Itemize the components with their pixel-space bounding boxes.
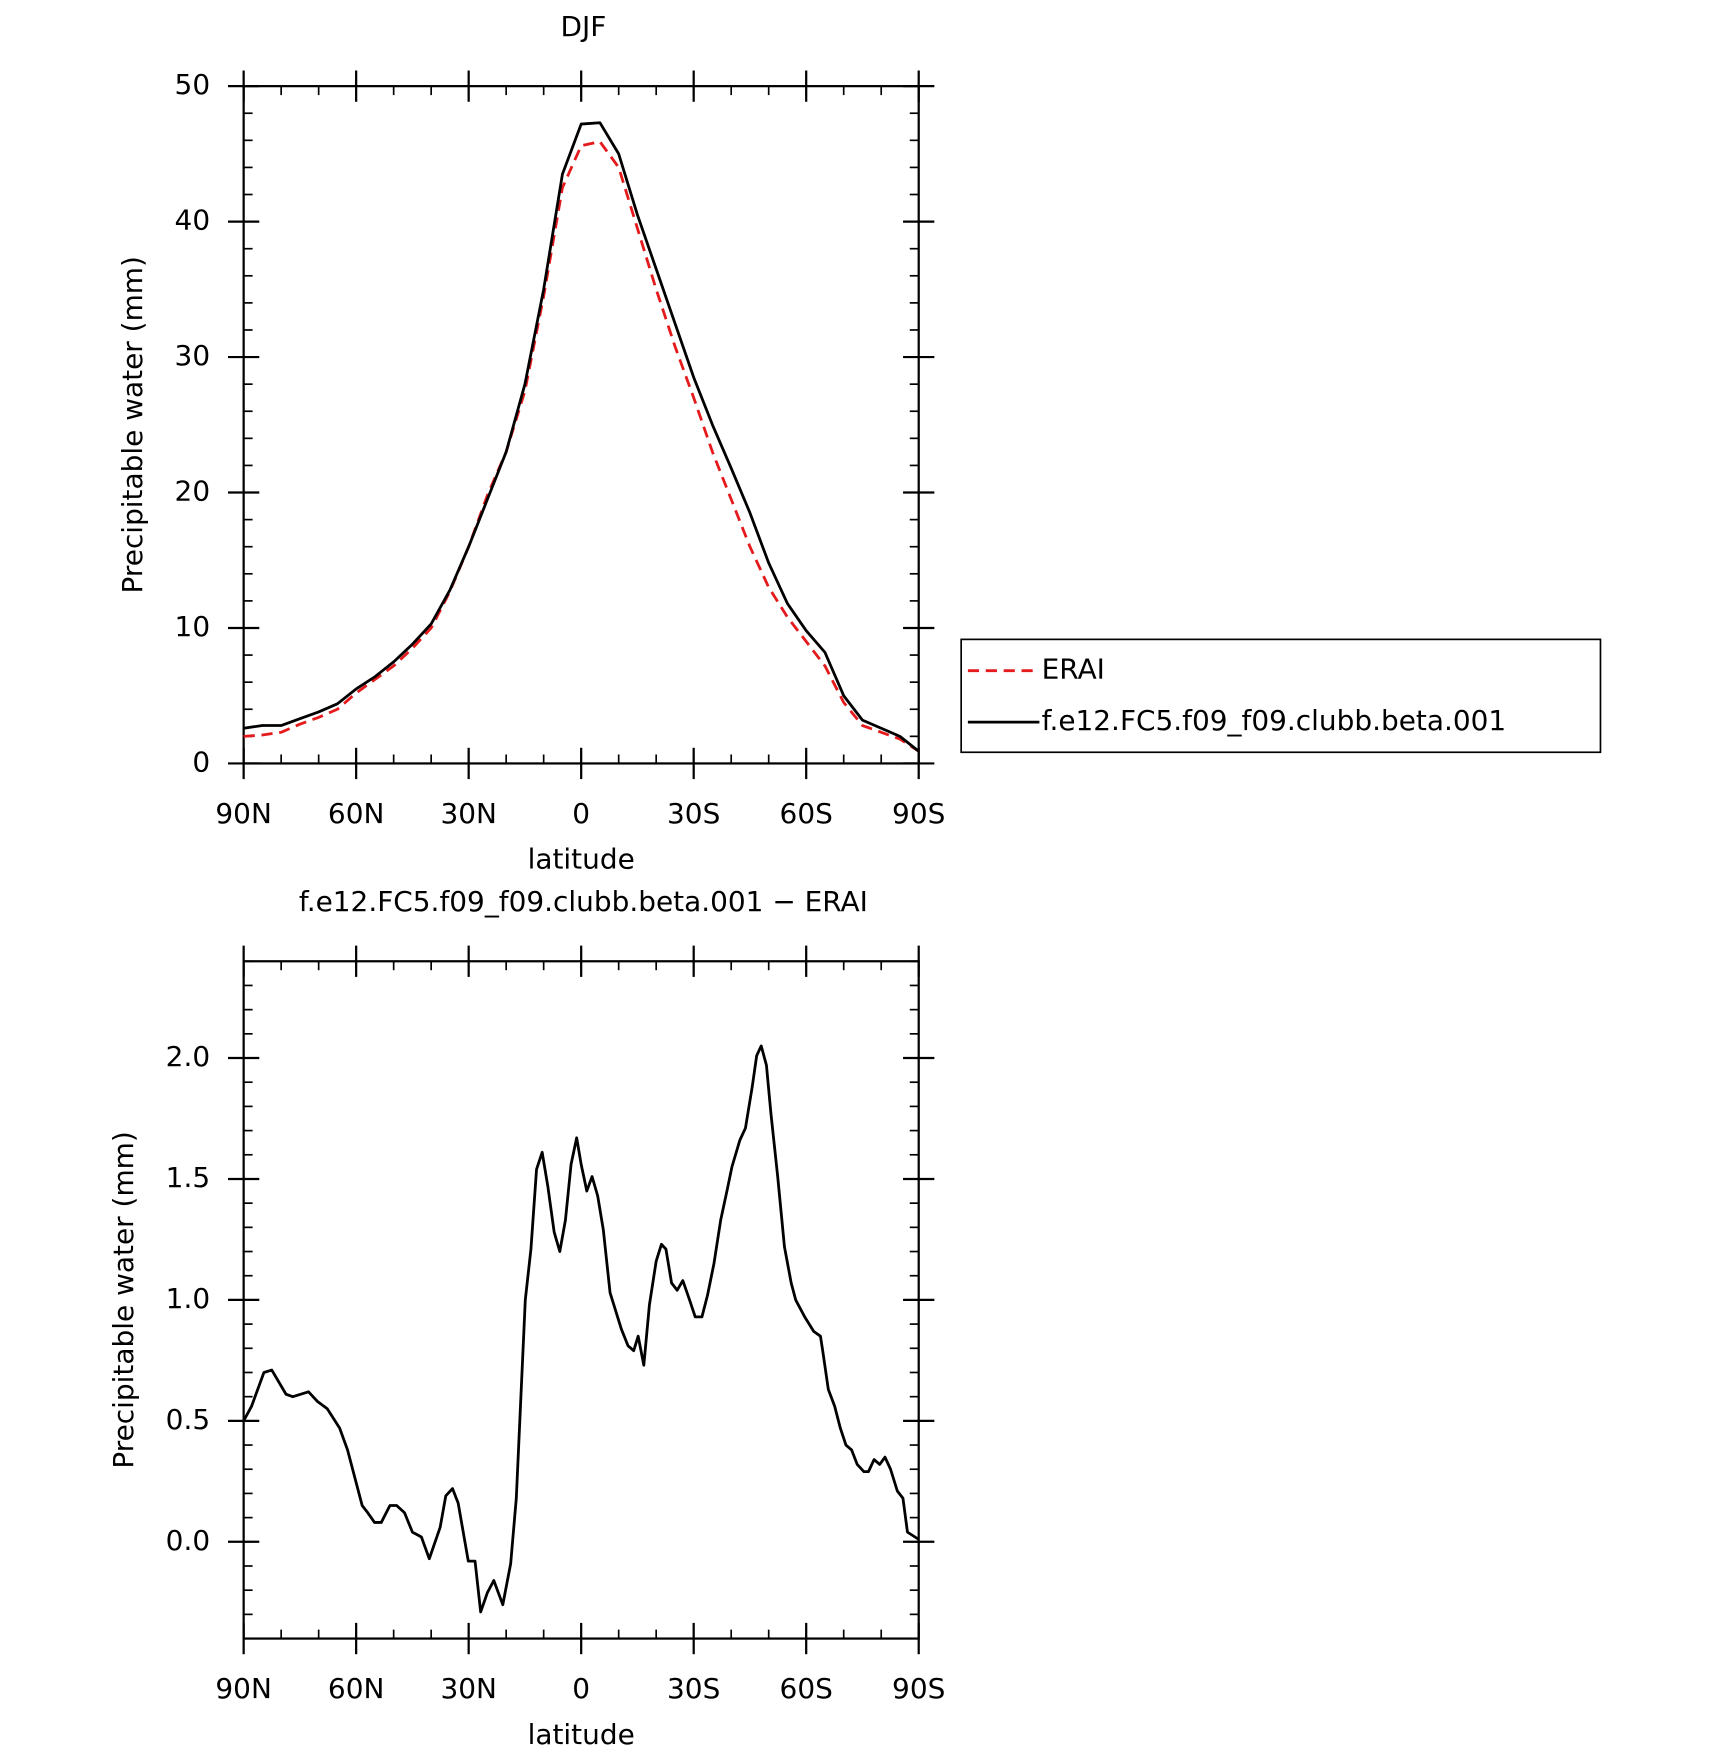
- line-series: [243, 140, 920, 753]
- legend-label: ERAI: [1042, 653, 1105, 686]
- chart-title: DJF: [560, 10, 606, 43]
- y-axis-label: Precipitable water (mm): [107, 1131, 140, 1468]
- plot-frame: [242, 85, 920, 765]
- x-tick-label: 90S: [892, 797, 945, 830]
- legend-label: f.e12.FC5.f09_f09.clubb.beta.001: [1042, 704, 1507, 737]
- y-axis-label: Precipitable water (mm): [116, 256, 149, 593]
- y-tick-label: 2.0: [166, 1040, 210, 1073]
- x-tick-label: 60S: [780, 1672, 833, 1705]
- x-tick-label: 0: [572, 797, 590, 830]
- y-tick-label: 30: [175, 339, 211, 372]
- legend-box: [960, 638, 1602, 754]
- x-tick-label: 60N: [328, 797, 384, 830]
- line-series: [242, 1044, 920, 1614]
- plot-frame: [242, 960, 920, 1640]
- y-tick-label: 1.5: [166, 1161, 210, 1194]
- y-tick-label: 0.0: [166, 1524, 210, 1557]
- x-tick-label: 90N: [215, 1672, 271, 1705]
- x-tick-label: 60S: [780, 797, 833, 830]
- x-axis-label: latitude: [528, 1718, 635, 1751]
- x-tick-label: 90S: [892, 1672, 945, 1705]
- y-tick-label: 1.0: [166, 1282, 210, 1315]
- y-tick-label: 10: [175, 610, 211, 643]
- x-tick-label: 90N: [215, 797, 271, 830]
- y-tick-label: 50: [175, 68, 211, 101]
- x-tick-label: 30S: [667, 1672, 720, 1705]
- x-axis-label: latitude: [528, 843, 635, 876]
- y-tick-label: 40: [175, 204, 211, 237]
- x-tick-label: 0: [572, 1672, 590, 1705]
- chart-title: f.e12.FC5.f09_f09.clubb.beta.001 − ERAI: [299, 885, 868, 918]
- x-tick-label: 30N: [440, 797, 496, 830]
- y-tick-label: 0.5: [166, 1403, 210, 1436]
- x-tick-label: 30S: [667, 797, 720, 830]
- x-tick-label: 30N: [440, 1672, 496, 1705]
- x-tick-label: 60N: [328, 1672, 384, 1705]
- line-series: [243, 121, 920, 753]
- y-tick-label: 0: [192, 745, 210, 778]
- y-tick-label: 20: [175, 475, 211, 508]
